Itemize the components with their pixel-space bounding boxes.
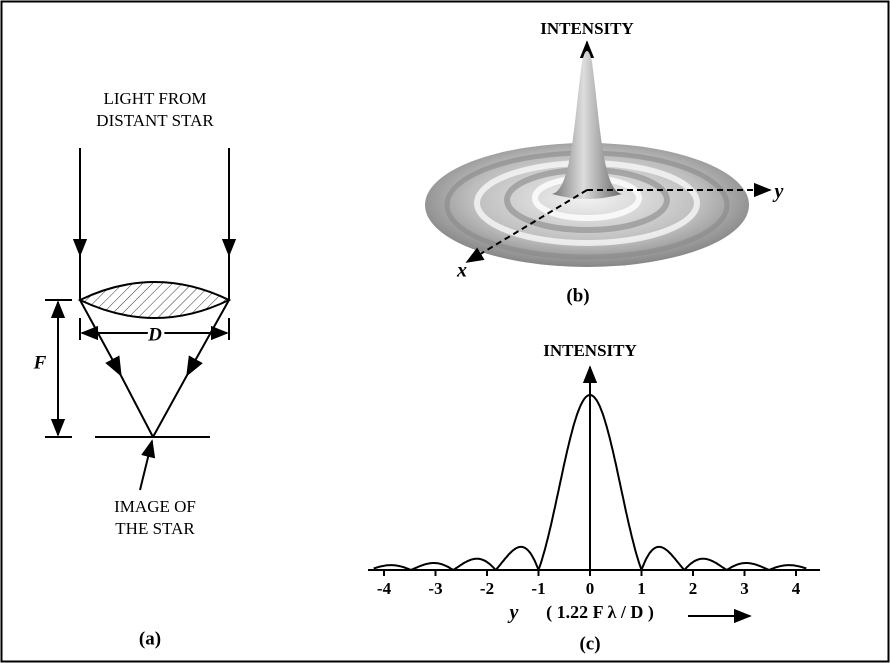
image-label: THE STAR — [115, 519, 195, 538]
source-label: LIGHT FROM — [103, 89, 206, 108]
source-label: DISTANT STAR — [96, 111, 214, 130]
figure: LIGHT FROM DISTANT STAR D D F IMAGE OF T… — [0, 0, 890, 663]
ray — [153, 300, 229, 437]
panel-c: INTENSITY y ( 1.22 F λ / D ) (c) -4 -3 -2 -… — [368, 341, 820, 654]
y-axis-label: INTENSITY — [543, 341, 637, 360]
focal-label: F — [33, 352, 47, 373]
aperture-label: D — [147, 324, 162, 345]
x-axis-var: y — [508, 602, 519, 624]
panel-label: (b) — [566, 285, 589, 306]
x-tick-label: 1 — [637, 579, 646, 598]
ray — [80, 300, 153, 437]
x-tick-label: -4 — [377, 579, 392, 598]
x-tick-label: 3 — [740, 579, 749, 598]
x-tick-label: -3 — [428, 579, 442, 598]
panel-label: (c) — [579, 633, 600, 654]
x-tick-label: 4 — [792, 579, 801, 598]
x-tick-label: 0 — [586, 579, 595, 598]
x-tick-label: -2 — [480, 579, 494, 598]
z-axis-label: INTENSITY — [540, 19, 634, 38]
x-axis-unit: ( 1.22 F λ / D ) — [546, 602, 654, 623]
x-tick-label: -1 — [531, 579, 545, 598]
panel-b: INTENSITY y x (b) — [425, 19, 784, 306]
image-label: IMAGE OF — [114, 497, 196, 516]
panel-label: (a) — [139, 628, 161, 649]
x-axis-label: x — [456, 260, 467, 282]
panel-a: LIGHT FROM DISTANT STAR D D F IMAGE OF T… — [33, 89, 229, 649]
pointer — [140, 441, 152, 490]
x-tick-label: 2 — [689, 579, 698, 598]
y-axis-label: y — [773, 181, 784, 203]
lens — [80, 282, 229, 318]
